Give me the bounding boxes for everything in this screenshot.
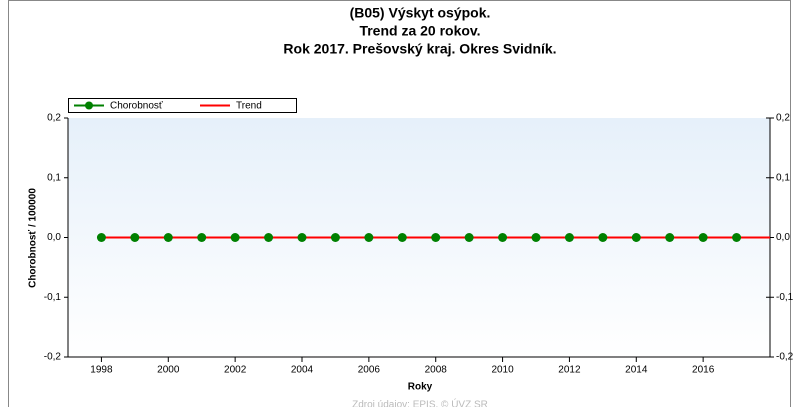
x-tick-label: 2000: [157, 365, 180, 376]
x-tick-label: 2008: [425, 365, 448, 376]
y2-tick-label: -0,2: [776, 352, 794, 363]
y-tick-label: -0,2: [44, 352, 62, 363]
data-point: [364, 233, 374, 242]
legend-marker: [85, 101, 93, 110]
legend-label: Trend: [236, 101, 262, 112]
x-tick-label: 2004: [291, 365, 314, 376]
y2-tick-label: 0,1: [776, 172, 790, 183]
data-point: [96, 233, 106, 242]
x-tick-label: 2002: [224, 365, 247, 376]
legend: [68, 98, 297, 113]
data-point: [498, 233, 508, 242]
data-point: [631, 233, 641, 242]
data-point: [732, 233, 742, 242]
x-axis-label: Roky: [408, 382, 433, 393]
data-point: [264, 233, 274, 242]
data-point: [564, 233, 574, 242]
x-tick-label: 2012: [558, 365, 581, 376]
y-axis-label: Chorobnosť / 100000: [28, 188, 39, 288]
data-point: [130, 233, 140, 242]
chart-title: Rok 2017. Prešovský kraj. Okres Svidník.: [283, 41, 556, 57]
y2-tick-label: 0,0: [776, 232, 790, 243]
data-point: [431, 233, 441, 242]
data-point: [163, 233, 173, 242]
x-tick-label: 2006: [358, 365, 381, 376]
data-point: [397, 233, 407, 242]
data-point: [665, 233, 675, 242]
x-tick-label: 2010: [491, 365, 514, 376]
data-point: [598, 233, 608, 242]
data-point: [330, 233, 340, 242]
y2-tick-label: -0,1: [776, 292, 794, 303]
x-tick-label: 2014: [625, 365, 648, 376]
y-tick-label: 0,1: [47, 172, 61, 183]
source: Zdroj údajov: EPIS, © ÚVZ SR: [352, 398, 488, 407]
y2-tick-label: 0,2: [776, 113, 790, 124]
data-point: [197, 233, 207, 242]
x-tick-label: 1998: [90, 365, 113, 376]
data-point: [698, 233, 708, 242]
data-point: [464, 233, 474, 242]
data-point: [297, 233, 307, 242]
frame: [8, 0, 791, 407]
data-point: [230, 233, 240, 242]
chart-title: (B05) Výskyt osýpok.: [350, 5, 491, 21]
y-tick-label: -0,1: [44, 292, 62, 303]
y-tick-label: 0,2: [47, 113, 61, 124]
chart-title: Trend za 20 rokov.: [359, 23, 480, 39]
y-tick-label: 0,0: [47, 232, 61, 243]
legend-label: Chorobnosť: [110, 101, 163, 112]
x-tick-label: 2016: [692, 365, 715, 376]
data-point: [531, 233, 541, 242]
